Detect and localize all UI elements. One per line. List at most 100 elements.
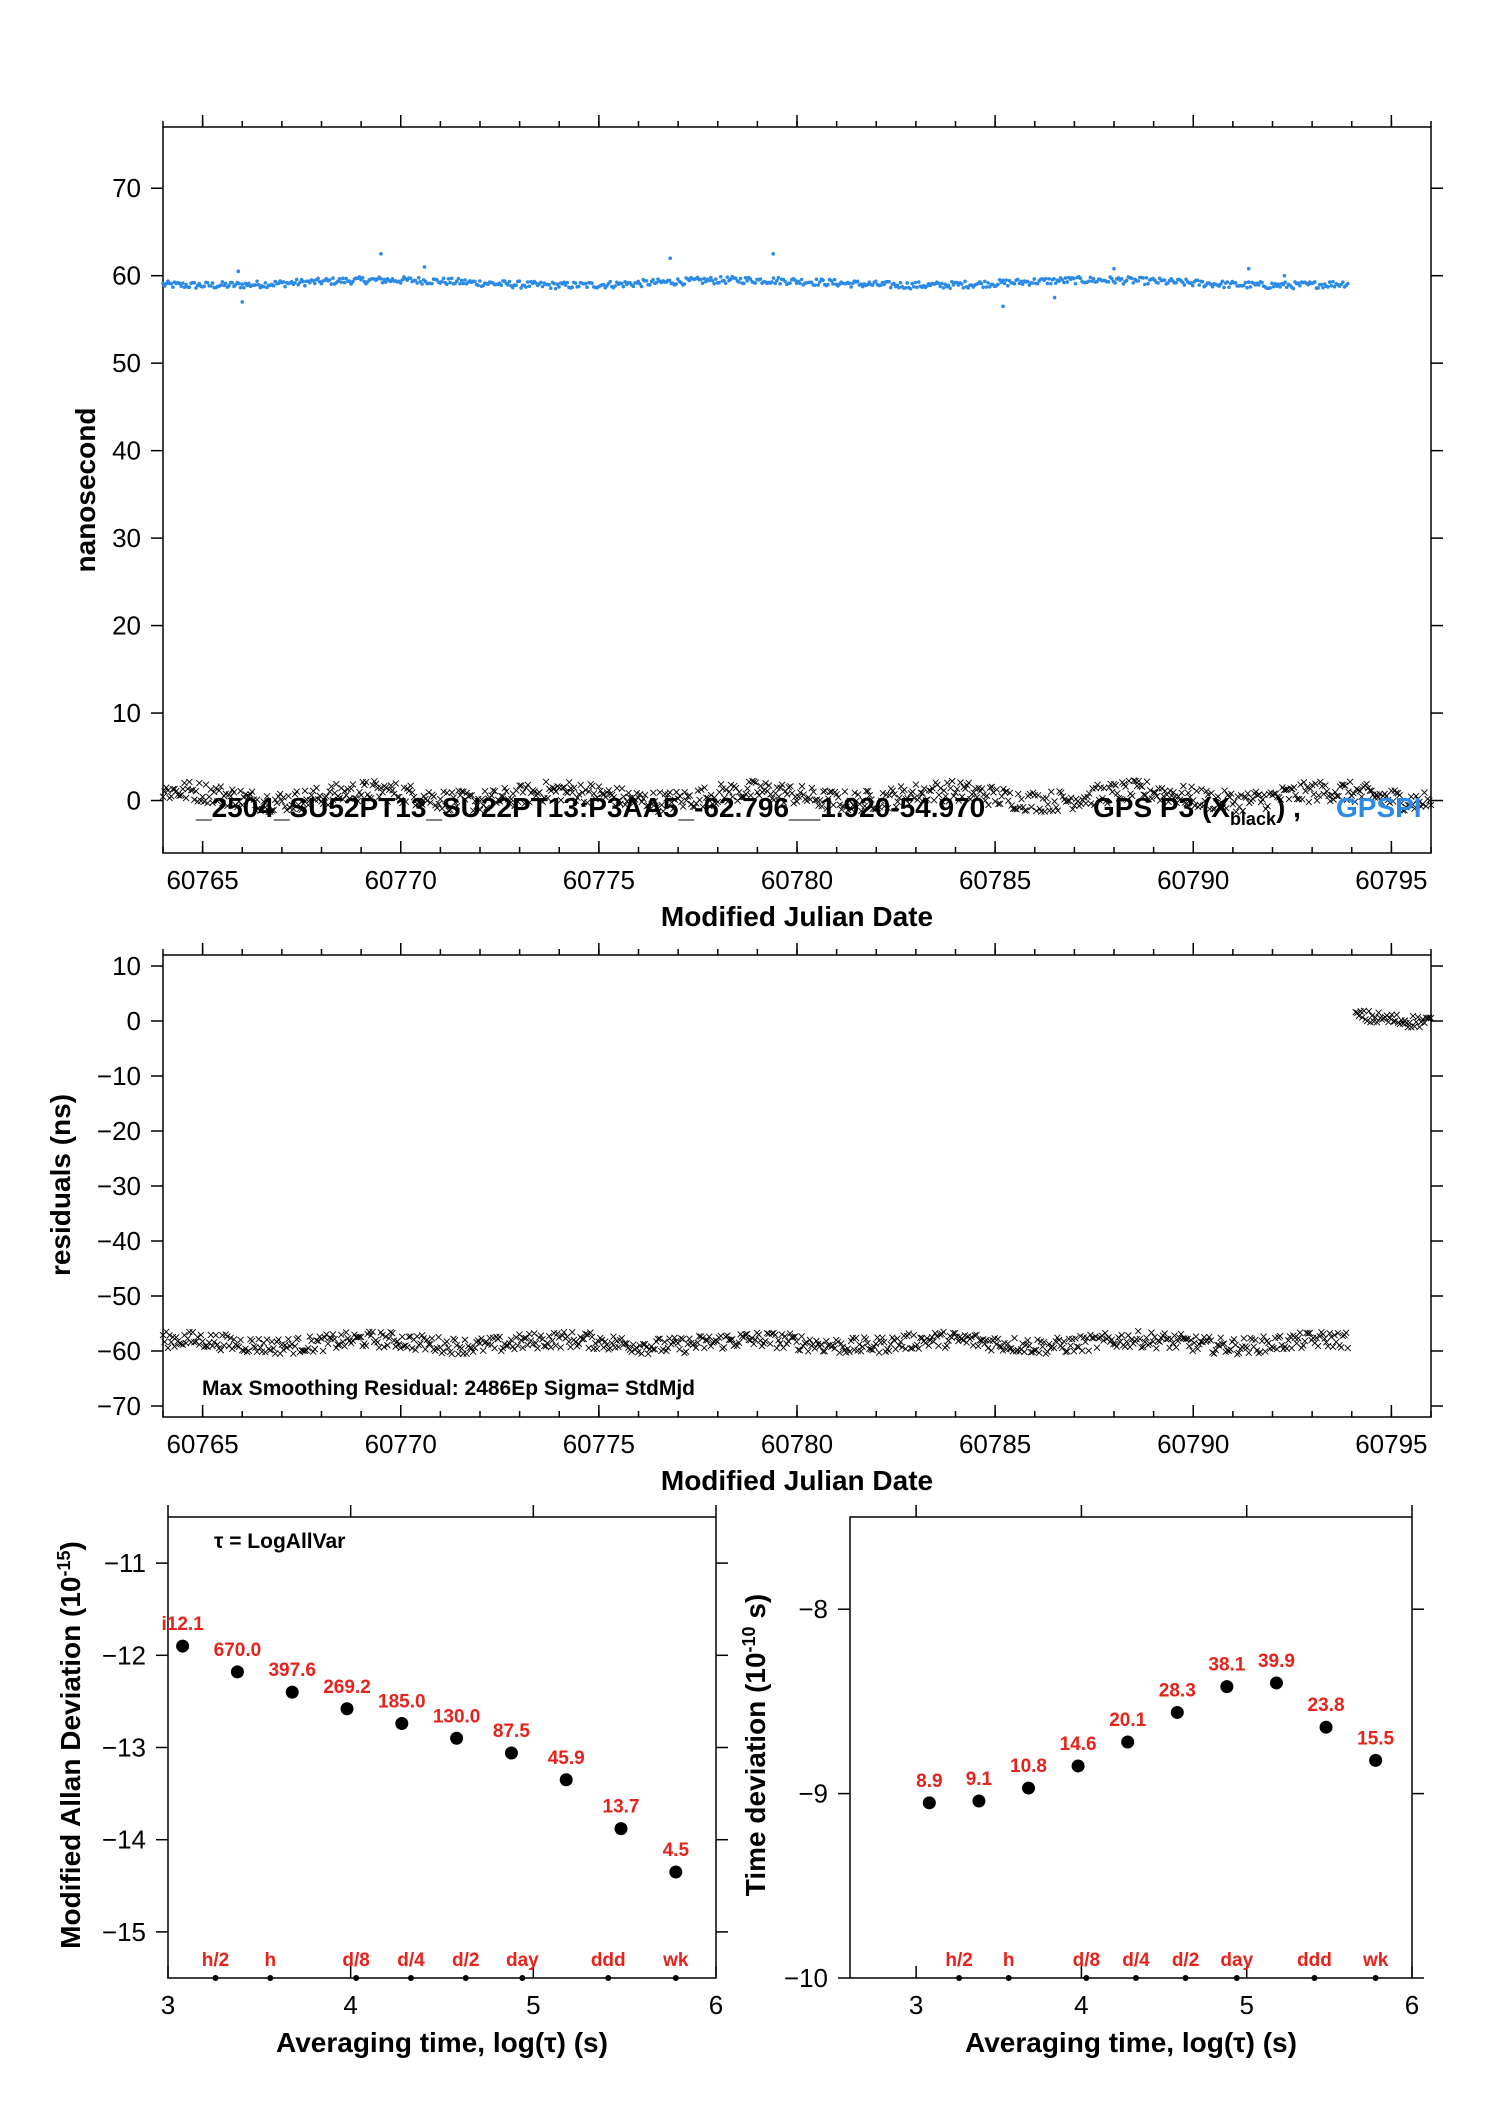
p3-interval-label: day: [506, 1950, 539, 1971]
p1-point: [242, 285, 246, 290]
p1-point: [667, 278, 672, 283]
p1-point: [536, 789, 543, 796]
p2-point: [600, 1344, 607, 1351]
p1-point: [328, 783, 335, 790]
p1-point: [562, 788, 570, 796]
p1-point: [1204, 791, 1212, 799]
p1-point: [476, 806, 484, 814]
p1-point: [1123, 796, 1131, 804]
p1-point: [288, 801, 296, 809]
p1-point: [1316, 286, 1320, 290]
p1-point: [1161, 787, 1169, 795]
p1-point: [366, 793, 373, 801]
p1-point: [986, 784, 994, 791]
p2-point: [781, 1332, 789, 1340]
p2-point: [750, 1340, 758, 1348]
p2-point: [587, 1329, 594, 1336]
p1-point: [849, 801, 857, 809]
p2-point: [879, 1334, 886, 1342]
p1-point: [1331, 279, 1335, 284]
p1-point: [639, 284, 644, 289]
p4-interval-dot: [1372, 1975, 1379, 1981]
p1-point: [1019, 279, 1023, 284]
p1-point: [743, 275, 748, 280]
p1-point: [701, 784, 708, 791]
p2-point: [537, 1332, 545, 1339]
p3-point: [669, 1865, 683, 1879]
p3-interval-label: d/4: [397, 1950, 425, 1971]
p3-interval-label: ddd: [591, 1950, 626, 1971]
p1-point: [186, 778, 193, 786]
p1-point: [1277, 796, 1285, 803]
p2-point: [1095, 1335, 1102, 1342]
p2-point: [1161, 1330, 1168, 1337]
p1-point: [697, 786, 705, 793]
p2-point: [874, 1334, 881, 1341]
p1-point: [676, 792, 684, 800]
p1-point: [1201, 797, 1209, 805]
p2-point: [197, 1331, 205, 1339]
p1-point: [788, 281, 792, 285]
y-tick-label: −9: [798, 1779, 828, 1809]
p2-point: [422, 1345, 429, 1353]
p1-point: [966, 286, 971, 290]
p1-point: [159, 793, 167, 801]
p2-point: [461, 1336, 469, 1344]
p2-point: [420, 1334, 428, 1342]
p1-point: [1190, 283, 1195, 288]
p1-point: [1078, 276, 1083, 281]
p1-legend: GPS P3 (Xblack) ,: [1093, 792, 1301, 829]
x-tick-label: 60765: [166, 865, 238, 895]
p1-point: [1368, 787, 1375, 795]
p1-point: [832, 277, 837, 282]
p1-point: [547, 283, 551, 287]
p1-point: [316, 792, 324, 800]
p1-point: [897, 285, 901, 290]
p1-point: [938, 798, 946, 805]
p1-point: [430, 793, 438, 800]
p1-point: [238, 285, 243, 290]
p1-point: [998, 792, 1006, 800]
p1-point: [1170, 789, 1177, 796]
p2-point: [517, 1336, 525, 1344]
p1-point: [1012, 281, 1017, 286]
p2-point: [872, 1340, 880, 1348]
p2-point: [253, 1348, 261, 1355]
p1-point: [215, 787, 223, 794]
p1-point: [1117, 795, 1124, 803]
p2-point: [1273, 1345, 1281, 1353]
p2-point: [988, 1347, 995, 1354]
p1-point: [354, 797, 362, 805]
p2-point: [1260, 1333, 1267, 1340]
p2-point: [283, 1344, 291, 1352]
p1-point: [1331, 788, 1339, 796]
p1-point: [478, 279, 482, 283]
p1-outlier: [1052, 295, 1057, 300]
p1-point: [1183, 800, 1190, 807]
p1-point: [942, 793, 949, 800]
p1-point: [1242, 794, 1250, 801]
p2-point: [549, 1337, 556, 1344]
p2-point: [1093, 1344, 1101, 1351]
p2-point: [453, 1342, 461, 1349]
p2-point: [554, 1330, 561, 1337]
p1-point: [810, 788, 817, 796]
p1-point: [738, 276, 743, 281]
p2-point: [803, 1339, 810, 1346]
p2-point: [306, 1333, 314, 1340]
p1-point: [169, 785, 177, 793]
p1-point: [959, 282, 964, 286]
p2-point: [565, 1338, 573, 1345]
p1-point: [1356, 787, 1364, 795]
p1-point: [991, 798, 999, 805]
p1-point: [816, 796, 824, 804]
p2-point: [1101, 1329, 1109, 1337]
p2-point: [610, 1333, 617, 1340]
p2-point: [428, 1335, 436, 1342]
p2-point: [339, 1338, 347, 1346]
p2-point: [1421, 1019, 1428, 1027]
p4-point: [1319, 1720, 1333, 1734]
p2-point: [1303, 1329, 1310, 1337]
p2-point: [1072, 1335, 1079, 1342]
x-tick-label: 60795: [1355, 865, 1427, 895]
